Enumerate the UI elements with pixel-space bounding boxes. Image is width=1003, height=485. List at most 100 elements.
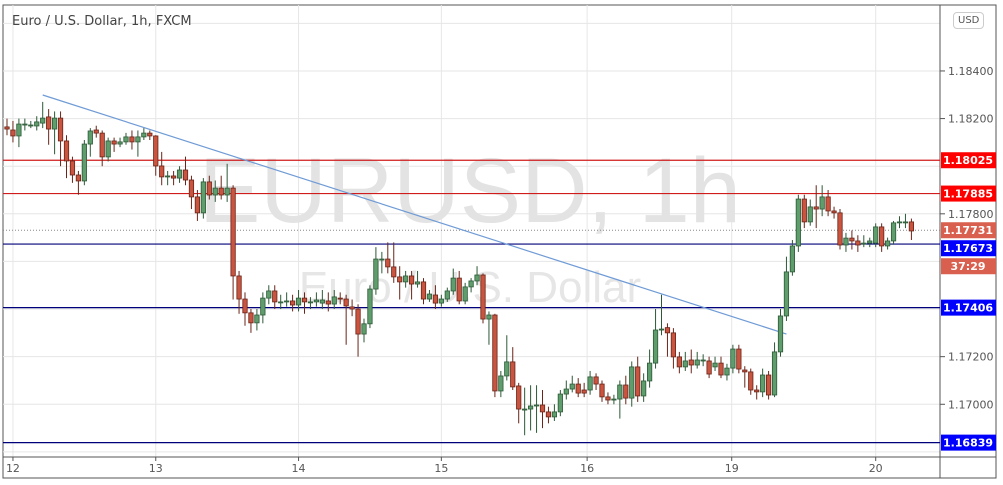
candle-up <box>641 380 647 397</box>
trendline[interactable] <box>42 94 787 335</box>
candle-up <box>254 314 260 324</box>
candle-up <box>611 398 617 401</box>
candle-up <box>873 226 879 244</box>
candle-down <box>325 300 331 305</box>
candle-down <box>593 376 599 385</box>
candle-up <box>724 367 730 376</box>
candle-up <box>563 388 569 395</box>
level-price-label: 1.17885 <box>943 188 993 201</box>
level-price-label: 1.18025 <box>943 154 993 167</box>
candle-up <box>474 274 480 282</box>
candle-down <box>206 181 212 196</box>
candle-up <box>504 361 510 377</box>
candle-down <box>635 366 641 397</box>
candle-down <box>688 359 694 366</box>
candle-down <box>147 132 153 137</box>
candle-down <box>272 290 278 303</box>
candle-down <box>194 196 200 214</box>
candle-up <box>819 196 825 210</box>
candle-down <box>516 385 522 410</box>
candle-down <box>605 396 611 401</box>
candle-up <box>284 300 290 303</box>
candle-down <box>397 276 403 283</box>
candle-up <box>379 258 385 261</box>
candle-down <box>93 129 99 134</box>
candle-down <box>581 389 587 394</box>
candle-down <box>676 356 682 368</box>
y-tick-label: 1.17200 <box>948 351 994 364</box>
y-tick-label: 1.17000 <box>948 398 994 411</box>
candle-up <box>528 405 534 410</box>
candle-up <box>105 140 111 158</box>
candle-down <box>343 298 349 307</box>
candle-up <box>22 123 28 126</box>
candle-down <box>218 187 224 196</box>
level-price-label-bg <box>941 152 996 169</box>
level-price-label: 1.17406 <box>943 302 993 315</box>
candle-down <box>456 277 462 302</box>
candle-down <box>182 169 189 181</box>
candle-down <box>301 297 308 303</box>
candle-up <box>462 286 468 302</box>
candle-down <box>355 308 361 335</box>
candle-up <box>28 124 34 127</box>
candle-up <box>87 130 93 145</box>
candle-up <box>861 242 867 245</box>
candle-down <box>159 165 165 178</box>
candle-up <box>468 280 474 288</box>
candle-up <box>498 375 504 392</box>
candle-down <box>908 221 915 232</box>
last-price-label-bg <box>941 222 996 239</box>
candle-up <box>165 175 171 178</box>
chart-title: Euro / U.S. Dollar, 1h, FXCM <box>12 14 192 29</box>
candle-down <box>623 384 629 399</box>
candle-up <box>902 221 909 224</box>
x-tick-label: 19 <box>725 462 739 475</box>
candle-up <box>40 117 46 124</box>
candle-down <box>545 411 552 418</box>
candle-up <box>141 132 147 138</box>
candle-down <box>4 126 10 130</box>
candle-down <box>855 240 861 246</box>
candle-up <box>617 384 623 400</box>
candle-down <box>766 374 772 396</box>
candle-up <box>307 301 314 304</box>
candle-up <box>212 187 218 196</box>
candle-up <box>224 187 230 196</box>
candle-up <box>81 143 87 182</box>
candle-down <box>599 383 605 398</box>
candle-up <box>260 297 266 316</box>
candle-up <box>533 404 540 407</box>
candle-down <box>837 212 843 246</box>
candle-down <box>492 314 498 392</box>
candle-down <box>480 274 486 320</box>
candle-down <box>408 275 415 285</box>
x-tick-label: 16 <box>580 462 594 475</box>
candle-up <box>700 359 706 362</box>
candle-down <box>748 371 754 391</box>
candle-up <box>795 198 801 247</box>
level-price-label: 1.16839 <box>943 437 993 450</box>
candle-up <box>777 315 784 353</box>
candle-down <box>170 175 177 179</box>
candle-down <box>230 187 236 277</box>
candle-up <box>885 240 891 247</box>
candle-down <box>825 196 831 212</box>
x-tick-label: 20 <box>869 462 883 475</box>
currency-button[interactable]: USD <box>953 12 985 29</box>
level-price-label-bg <box>941 299 996 316</box>
candle-down <box>153 135 159 167</box>
last-price-label: 1.17731 <box>943 224 993 237</box>
candle-up <box>367 288 373 325</box>
candle-down <box>10 129 16 137</box>
candle-up <box>694 359 700 366</box>
level-price-label-bg <box>941 240 996 257</box>
candle-up <box>807 206 813 223</box>
candle-up <box>438 298 444 304</box>
x-tick-label: 12 <box>6 462 20 475</box>
candle-down <box>420 281 427 300</box>
candle-up <box>652 329 659 364</box>
candle-up <box>557 393 563 413</box>
y-tick-label: 1.18400 <box>948 65 994 78</box>
